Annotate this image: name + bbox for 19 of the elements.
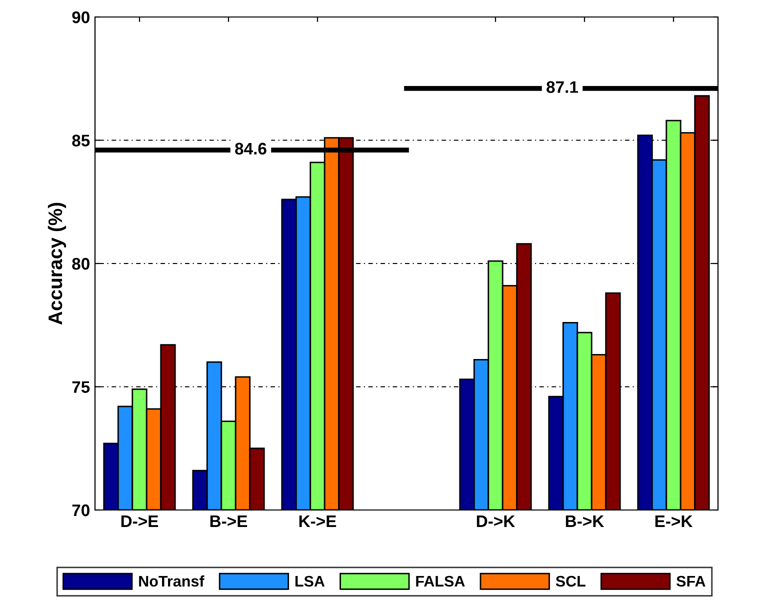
legend-label: FALSA	[416, 576, 465, 587]
legend-label: LSA	[295, 576, 325, 587]
y-tick-label: 90	[72, 11, 90, 24]
y-axis-title: Accuracy (%)	[48, 202, 66, 325]
ref-line-label: 87.1	[546, 81, 578, 93]
x-tick-label: D->K	[476, 515, 516, 527]
legend-label: SFA	[676, 576, 706, 587]
x-tick-label: B->K	[566, 515, 604, 527]
y-tick-label: 85	[72, 134, 90, 146]
legend-label: NoTransf	[139, 575, 204, 587]
y-tick-label: 75	[72, 381, 90, 393]
ref-line-label: 84.6	[235, 142, 266, 155]
y-tick-label: 70	[72, 504, 90, 516]
x-tick-label: D->E	[121, 515, 158, 527]
x-tick-label: B->E	[210, 515, 248, 527]
legend-label: SCL	[556, 576, 586, 587]
x-tick-label: K->E	[299, 515, 336, 527]
x-tick-label: E->K	[655, 515, 693, 527]
y-tick-label: 80	[72, 258, 90, 270]
